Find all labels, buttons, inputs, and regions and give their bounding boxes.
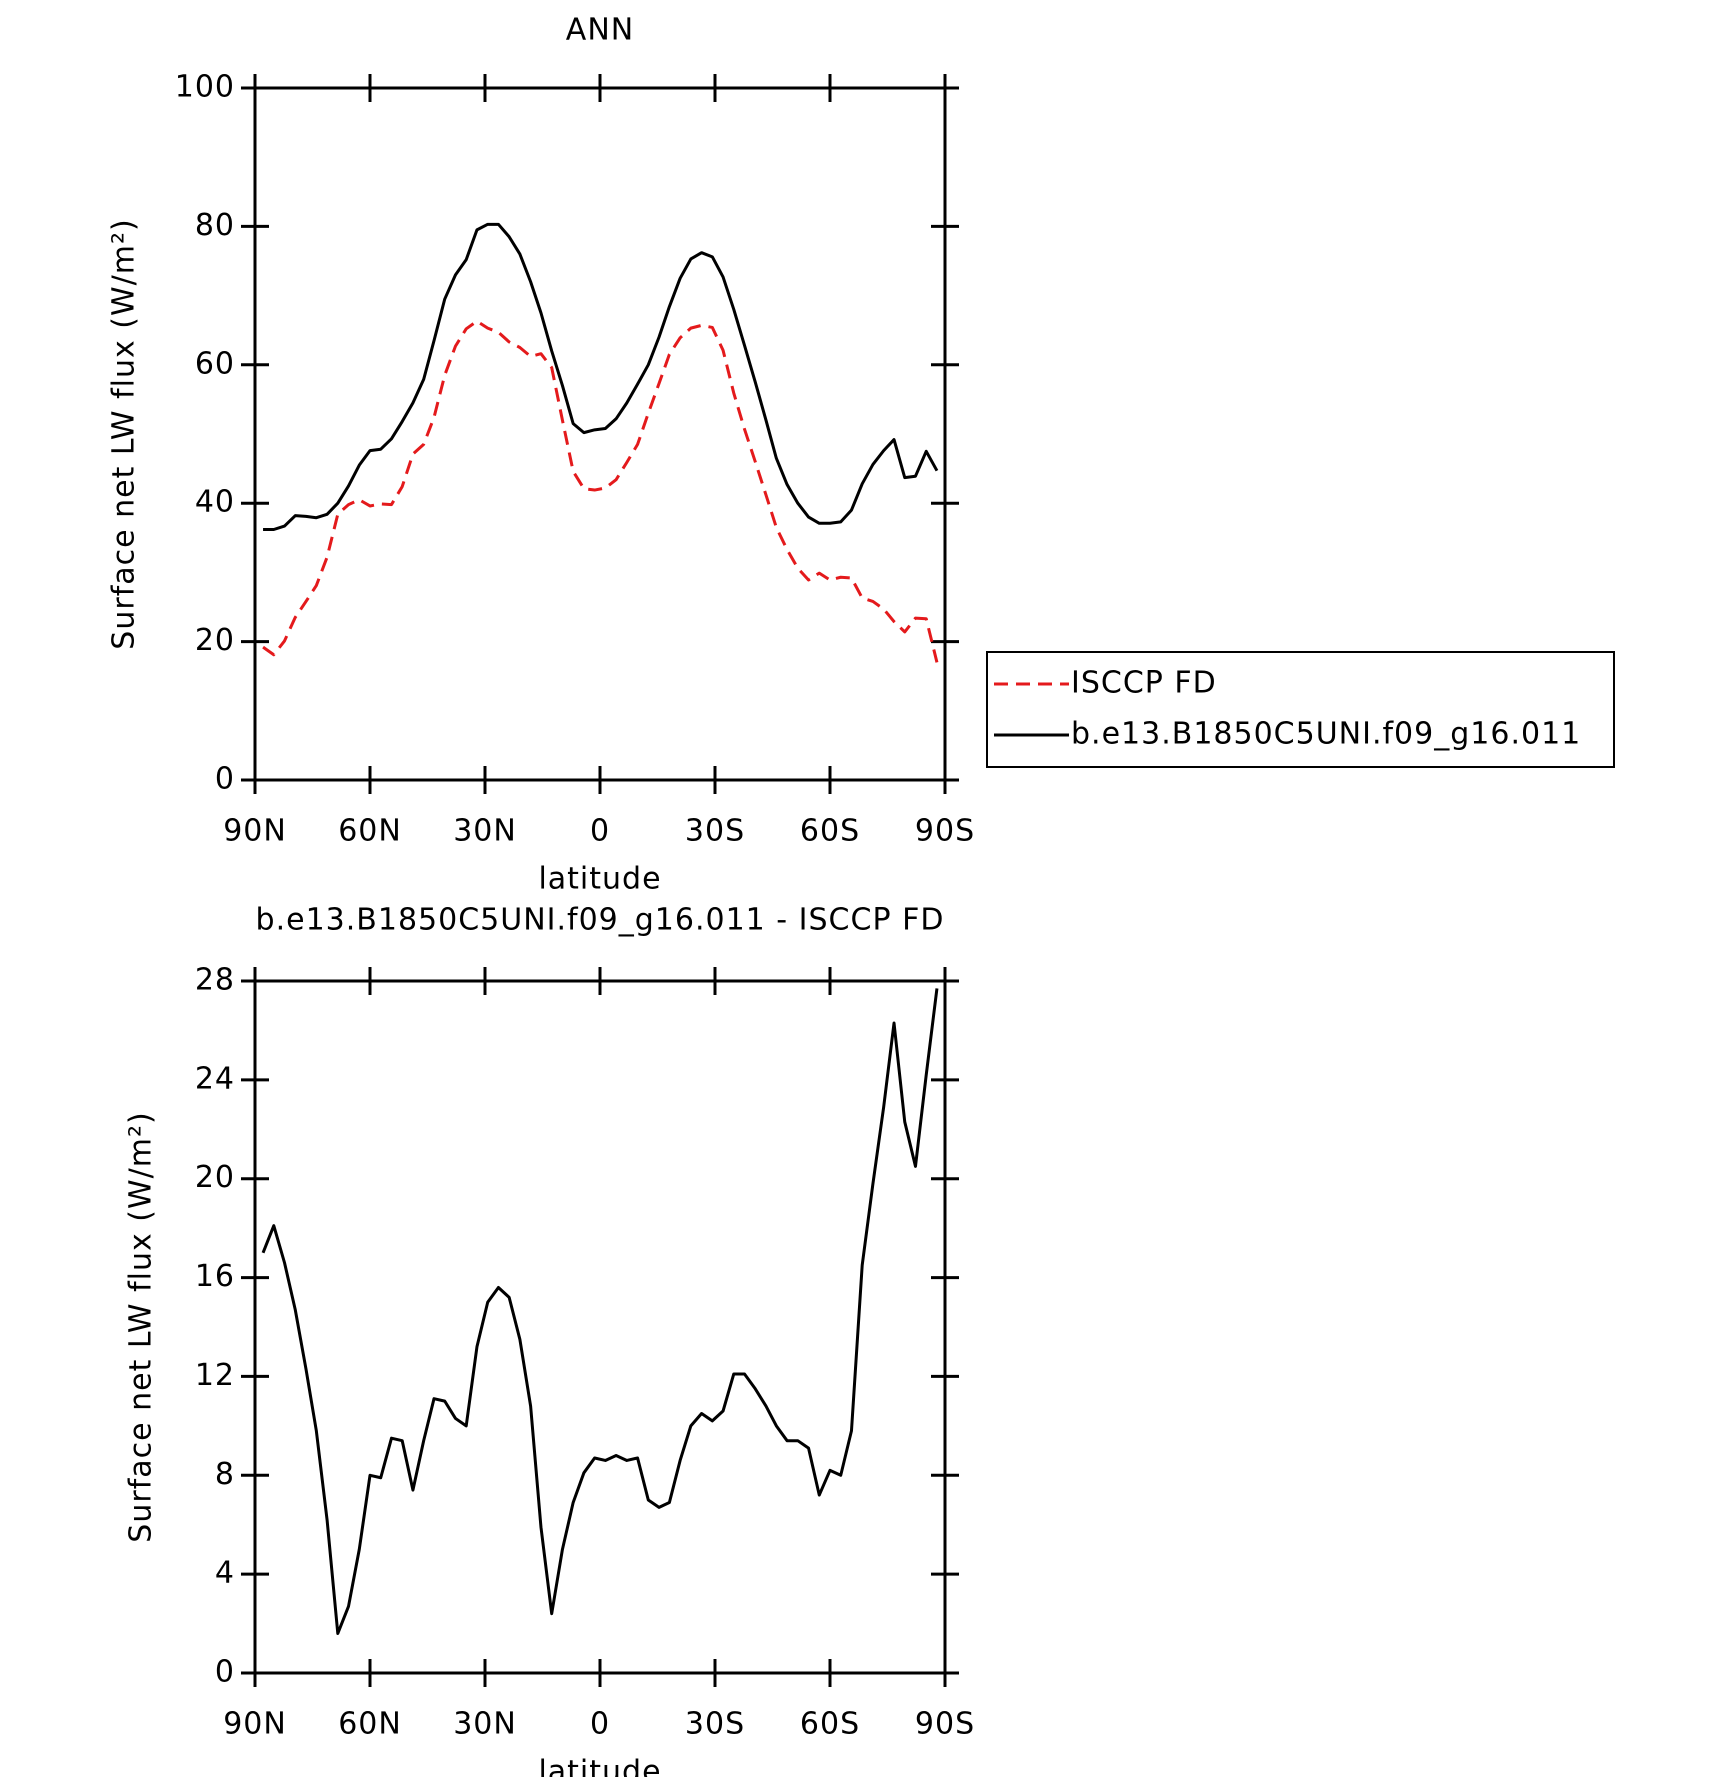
legend-label: b.e13.B1850C5UNI.f09_g16.011 xyxy=(1071,717,1581,752)
y-tick-label: 0 xyxy=(215,762,235,797)
x-tick-label: 90N xyxy=(223,1707,287,1742)
y-tick-label: 8 xyxy=(215,1457,235,1492)
y-tick-label: 16 xyxy=(195,1259,235,1294)
y-tick-label: 20 xyxy=(195,623,235,658)
y-tick-label: 100 xyxy=(175,70,235,105)
x-tick-label: 0 xyxy=(590,1707,610,1742)
x-tick-label: 90N xyxy=(223,814,287,849)
x-tick-label: 60N xyxy=(338,814,402,849)
y-axis-label: Surface net LW flux (W/m²) xyxy=(107,218,142,649)
y-tick-label: 24 xyxy=(195,1061,235,1096)
y-axis-label: Surface net LW flux (W/m²) xyxy=(124,1111,159,1542)
chart-title: ANN xyxy=(566,13,634,48)
y-tick-label: 4 xyxy=(215,1556,235,1591)
x-tick-label: 90S xyxy=(915,814,975,849)
data-line xyxy=(261,988,939,1635)
x-tick-label: 90S xyxy=(915,1707,975,1742)
legend-label: ISCCP FD xyxy=(1071,666,1217,701)
chart-title: b.e13.B1850C5UNI.f09_g16.011 - ISCCP FD xyxy=(256,903,945,938)
y-tick-label: 12 xyxy=(195,1358,235,1393)
data-line xyxy=(263,222,939,531)
y-tick-label: 28 xyxy=(195,963,235,998)
y-tick-label: 40 xyxy=(195,485,235,520)
y-tick-label: 60 xyxy=(195,346,235,381)
x-axis-label: latitude xyxy=(538,862,661,897)
y-tick-label: 0 xyxy=(215,1655,235,1690)
x-tick-label: 30S xyxy=(685,814,745,849)
x-tick-label: 60S xyxy=(800,1707,860,1742)
data-line xyxy=(262,319,939,663)
plot-frame xyxy=(253,86,947,782)
y-tick-label: 20 xyxy=(195,1160,235,1195)
x-tick-label: 0 xyxy=(590,814,610,849)
plot-frame xyxy=(253,979,947,1675)
x-tick-label: 30S xyxy=(685,1707,745,1742)
x-tick-label: 60S xyxy=(800,814,860,849)
x-tick-label: 30N xyxy=(453,1707,517,1742)
y-tick-label: 80 xyxy=(195,208,235,243)
x-tick-label: 30N xyxy=(453,814,517,849)
x-tick-label: 60N xyxy=(338,1707,402,1742)
legend-box xyxy=(986,651,1615,768)
x-axis-label: latitude xyxy=(538,1755,661,1777)
